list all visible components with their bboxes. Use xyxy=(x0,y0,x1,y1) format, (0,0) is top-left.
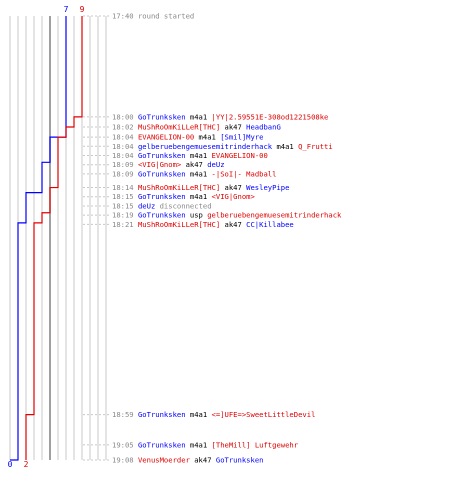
event-text: m4a1 xyxy=(194,133,220,142)
event-time: 18:21 xyxy=(112,220,138,229)
red-team-line xyxy=(25,16,83,460)
event-text: WesleyPipe xyxy=(246,183,289,192)
event-text: [TheMill] Luftgewehr xyxy=(212,440,299,449)
event-text: <VIG|Gnom> xyxy=(138,160,182,169)
event-row: 18:00 GoTrunksken m4a1 |YY|2.59551E-308o… xyxy=(112,112,328,121)
event-text: m4a1 xyxy=(186,112,212,121)
event-row: 18:19 GoTrunksken usp gelberuebengemuese… xyxy=(112,211,342,220)
event-text: -|SoI|- Madball xyxy=(212,169,277,178)
event-time: 18:59 xyxy=(112,410,138,419)
event-row: 17:40 round started xyxy=(112,12,194,21)
blue-end-count: 0 xyxy=(8,460,13,469)
event-text: GoTrunksken xyxy=(138,440,186,449)
event-text: gelberuebengemuesemitrinderhack xyxy=(207,211,342,220)
event-text: disconnected xyxy=(155,201,211,210)
event-row: 18:04 GoTrunksken m4a1 EVANGELION-00 xyxy=(112,151,268,160)
event-time: 18:14 xyxy=(112,183,138,192)
event-text: round started xyxy=(138,12,194,21)
event-time: 17:40 xyxy=(112,12,138,21)
grid xyxy=(9,16,107,460)
event-row: 18:15 deUz disconnected xyxy=(112,201,212,210)
event-text: deUz xyxy=(138,201,155,210)
event-row: 18:04 EVANGELION-00 m4a1 [Smil]Myre xyxy=(112,133,263,142)
event-text: deUz xyxy=(207,160,224,169)
event-text: <VIG|Gnom> xyxy=(212,192,256,201)
event-connectors xyxy=(83,15,109,461)
event-text: GoTrunksken xyxy=(138,112,186,121)
event-time: 19:08 xyxy=(112,456,138,465)
event-time: 18:09 xyxy=(112,160,138,169)
event-text: VenusMoerder xyxy=(138,456,191,465)
event-text: GoTrunksken xyxy=(138,169,186,178)
event-text: CC|Killabee xyxy=(246,220,294,229)
event-text: GoTrunksken xyxy=(138,410,186,419)
event-time: 18:04 xyxy=(112,133,138,142)
event-time: 18:15 xyxy=(112,201,138,210)
event-text: gelberuebengemuesemitrinderhack xyxy=(138,142,273,151)
event-row: 19:05 GoTrunksken m4a1 [TheMill] Luftgew… xyxy=(112,440,299,449)
event-time: 19:05 xyxy=(112,440,138,449)
event-text: ak47 xyxy=(220,220,246,229)
event-text: EVANGELION-00 xyxy=(138,133,194,142)
team-counts: 7 9 0 2 xyxy=(8,5,85,469)
event-text: GoTrunksken xyxy=(138,211,186,220)
event-row: 18:59 GoTrunksken m4a1 <=]UFE=>SweetLitt… xyxy=(112,410,315,419)
event-row: 18:21 MuShRoOmKiLLeR[THC] ak47 CC|Killab… xyxy=(112,220,294,229)
event-row: 18:04 gelberuebengemuesemitrinderhack m4… xyxy=(112,142,333,151)
red-end-count: 2 xyxy=(24,460,29,469)
event-log: 17:40 round started 18:00 GoTrunksken m4a… xyxy=(112,12,342,465)
event-text: GoTrunksken xyxy=(216,456,264,465)
event-text: usp xyxy=(186,211,208,220)
event-text: <=]UFE=>SweetLittleDevil xyxy=(212,410,316,419)
event-text: |YY|2.59551E-308od1221508ke xyxy=(212,112,329,121)
event-row: 19:08 VenusMoerder ak47 GoTrunksken xyxy=(112,456,263,465)
event-time: 18:04 xyxy=(112,151,138,160)
event-text: GoTrunksken xyxy=(138,192,186,201)
event-row: 18:02 MuShRoOmKiLLeR[THC] ak47 HeadbanG xyxy=(112,123,281,132)
event-text: MuShRoOmKiLLeR[THC] xyxy=(138,123,220,132)
event-row: 18:09 <VIG|Gnom> ak47 deUz xyxy=(112,160,225,169)
event-text: m4a1 xyxy=(186,192,212,201)
event-text: GoTrunksken xyxy=(138,151,186,160)
team-lines xyxy=(10,16,83,461)
event-time: 18:09 xyxy=(112,169,138,178)
event-time: 18:04 xyxy=(112,142,138,151)
event-text: m4a1 xyxy=(272,142,298,151)
event-row: 18:15 GoTrunksken m4a1 <VIG|Gnom> xyxy=(112,192,255,201)
event-row: 18:09 GoTrunksken m4a1 -|SoI|- Madball xyxy=(112,169,276,178)
event-text: m4a1 xyxy=(186,151,212,160)
event-text: [Smil]Myre xyxy=(220,133,263,142)
event-text: MuShRoOmKiLLeR[THC] xyxy=(138,220,220,229)
event-time: 18:15 xyxy=(112,192,138,201)
event-text: Q_Frutti xyxy=(298,142,333,151)
event-text: m4a1 xyxy=(186,169,212,178)
event-text: ak47 xyxy=(220,123,246,132)
red-start-count: 9 xyxy=(80,5,85,14)
event-text: ak47 xyxy=(220,183,246,192)
event-text: HeadbanG xyxy=(246,123,281,132)
event-time: 18:02 xyxy=(112,123,138,132)
event-text: EVANGELION-00 xyxy=(212,151,268,160)
event-text: ak47 xyxy=(181,160,207,169)
event-text: m4a1 xyxy=(186,410,212,419)
event-time: 18:00 xyxy=(112,112,138,121)
event-time: 18:19 xyxy=(112,211,138,220)
event-text: MuShRoOmKiLLeR[THC] xyxy=(138,183,220,192)
event-text: ak47 xyxy=(190,456,216,465)
event-row: 18:14 MuShRoOmKiLLeR[THC] ak47 WesleyPip… xyxy=(112,183,289,192)
event-text: m4a1 xyxy=(186,440,212,449)
blue-start-count: 7 xyxy=(64,5,69,14)
